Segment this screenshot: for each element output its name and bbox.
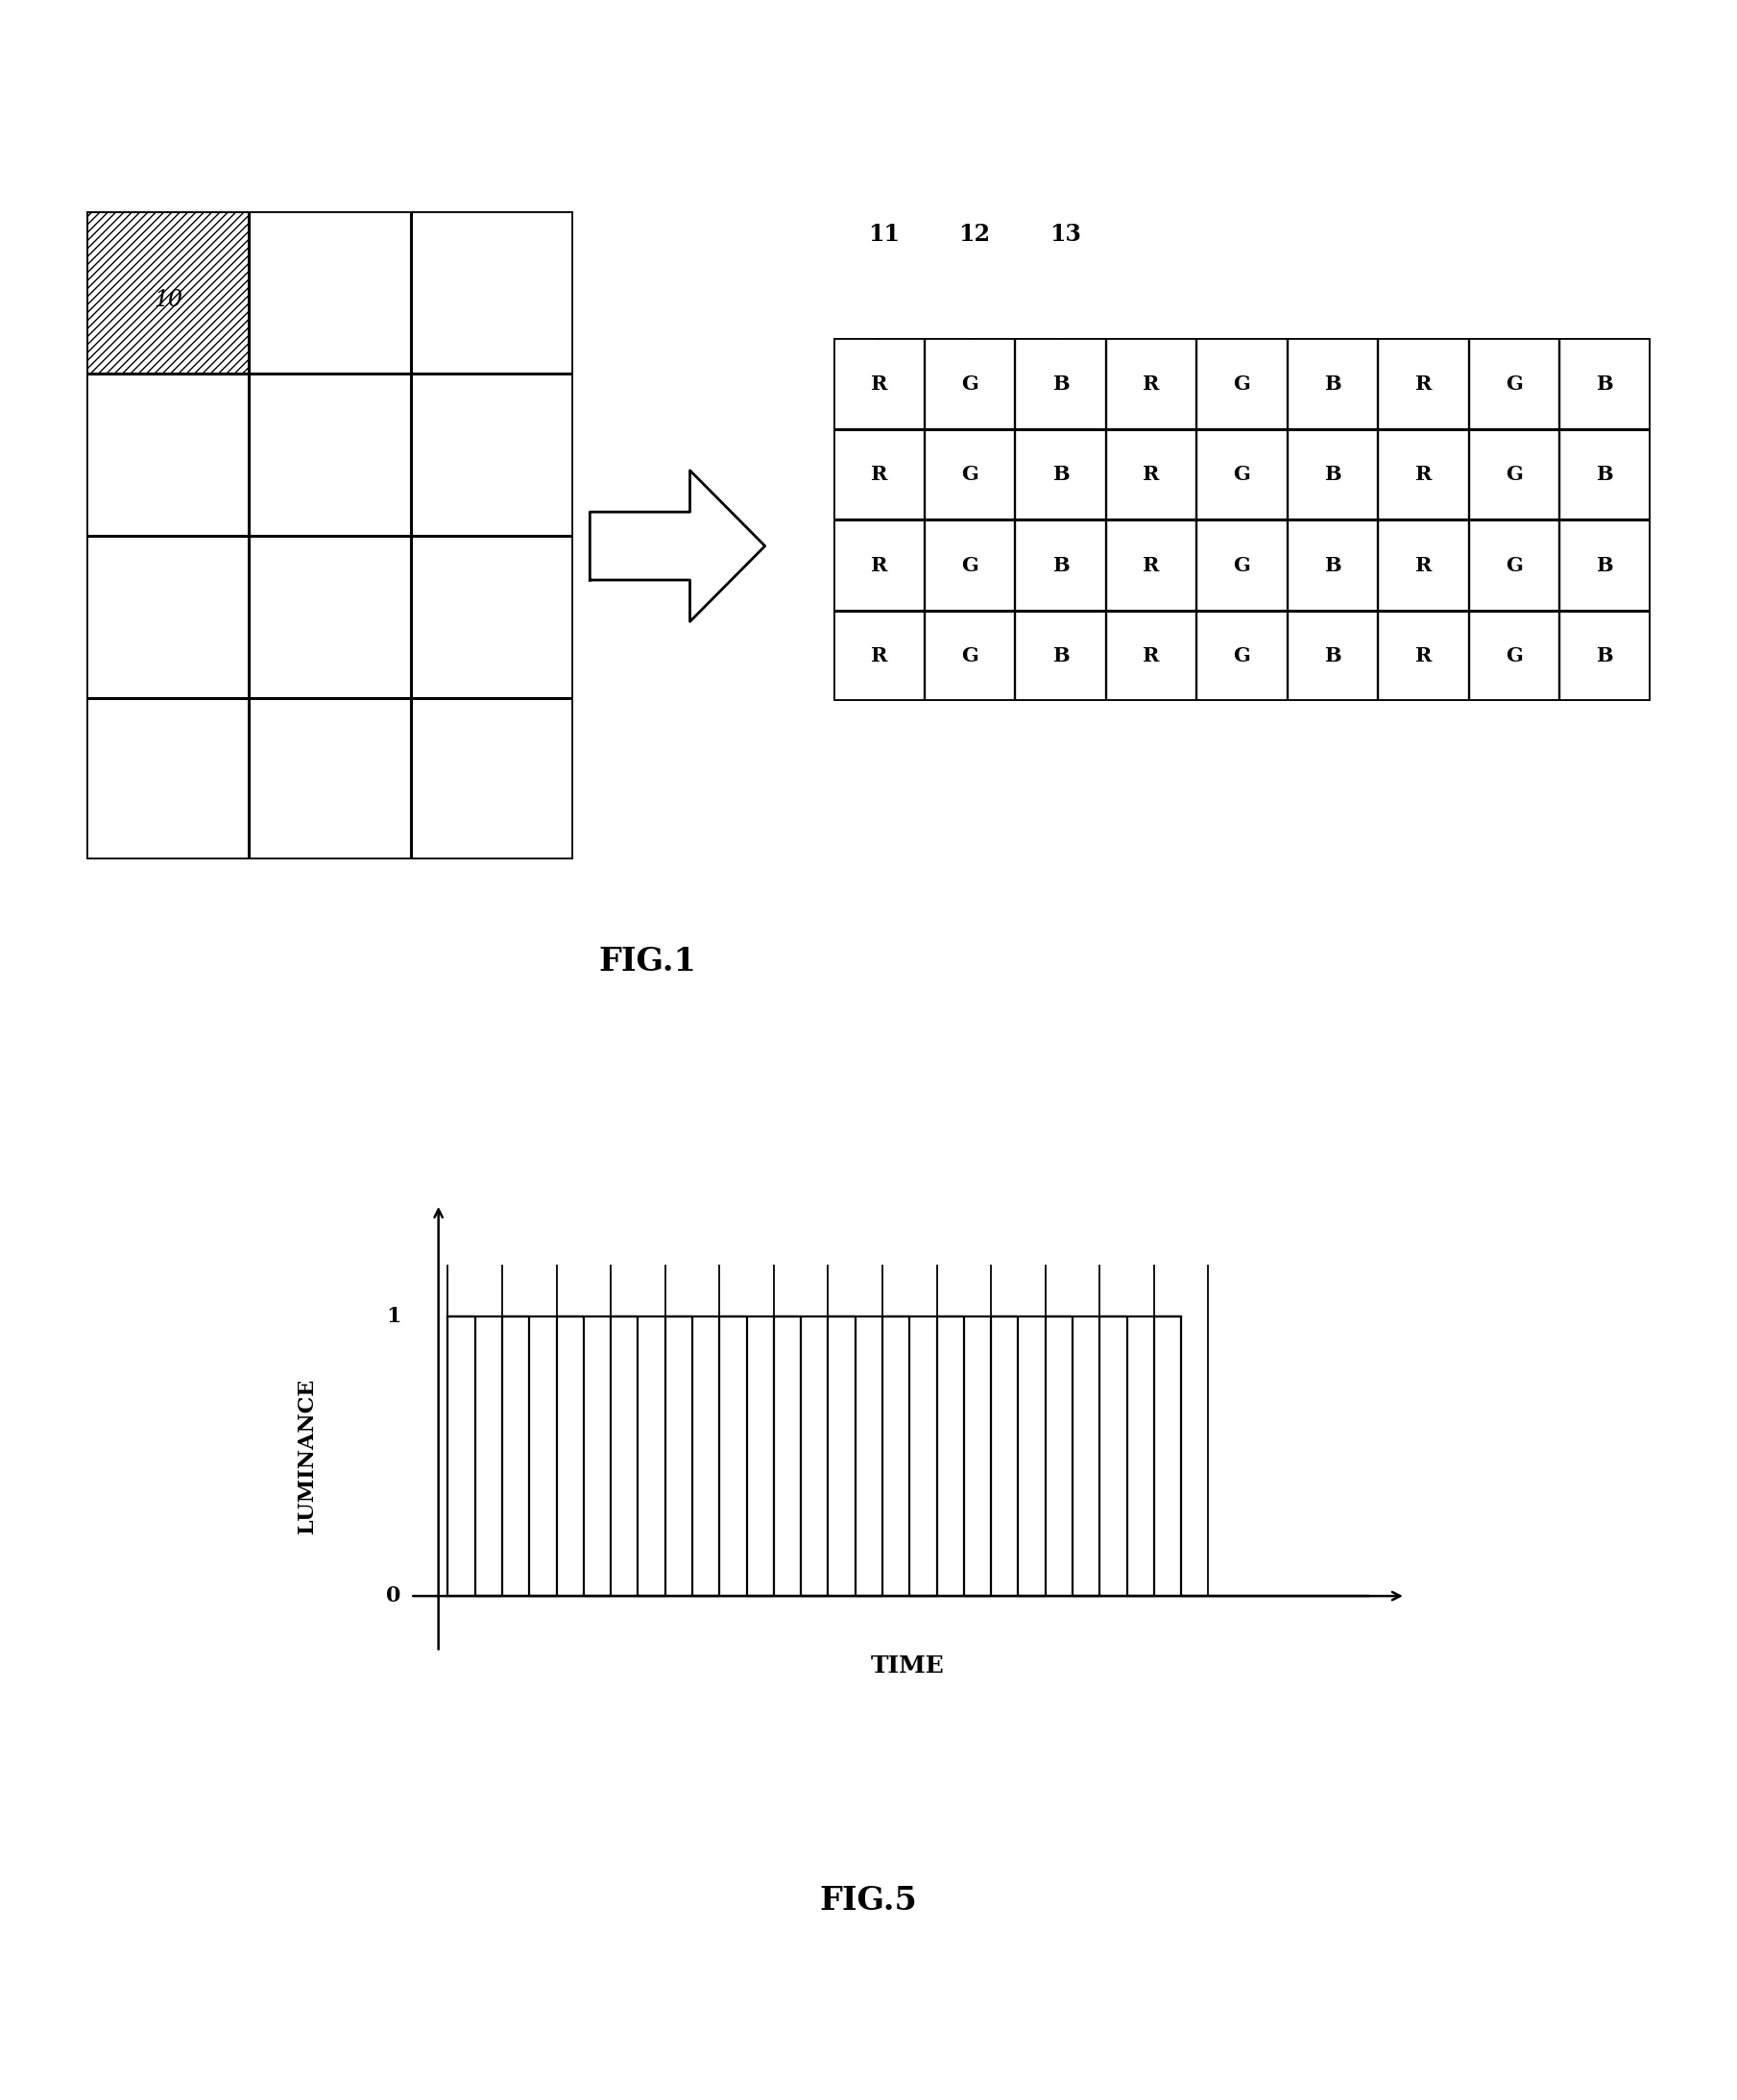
Text: R: R	[1143, 647, 1160, 666]
Text: B: B	[1053, 464, 1068, 483]
Text: R: R	[870, 464, 888, 483]
Bar	[87, 212, 248, 374]
Text: 12: 12	[959, 223, 990, 246]
Text: 11: 11	[868, 223, 900, 246]
Text: G: G	[961, 557, 978, 575]
Text: G: G	[1233, 464, 1251, 483]
Text: G: G	[961, 464, 978, 483]
Text: B: B	[1324, 647, 1341, 666]
Polygon shape	[591, 470, 764, 622]
Text: R: R	[1143, 557, 1160, 575]
Text: R: R	[870, 647, 888, 666]
Text: G: G	[1506, 464, 1523, 483]
Text: G: G	[1506, 647, 1523, 666]
Text: G: G	[1233, 647, 1251, 666]
Text: R: R	[1143, 464, 1160, 483]
Text: G: G	[1233, 374, 1251, 393]
Text: B: B	[1596, 464, 1614, 483]
Text: B: B	[1596, 647, 1614, 666]
Text: B: B	[1053, 647, 1068, 666]
Text: R: R	[870, 557, 888, 575]
Text: 13: 13	[1049, 223, 1080, 246]
Text: G: G	[1506, 374, 1523, 393]
Text: LUMINANCE: LUMINANCE	[297, 1378, 318, 1533]
Text: G: G	[1233, 557, 1251, 575]
Text: B: B	[1324, 374, 1341, 393]
Text: B: B	[1053, 557, 1068, 575]
Text: FIG.1: FIG.1	[599, 945, 697, 979]
Text: B: B	[1596, 557, 1614, 575]
Text: 0: 0	[386, 1586, 401, 1607]
Text: R: R	[870, 374, 888, 393]
Text: B: B	[1596, 374, 1614, 393]
Text: R: R	[1416, 557, 1431, 575]
Text: R: R	[1416, 647, 1431, 666]
Text: G: G	[1506, 557, 1523, 575]
Text: R: R	[1143, 374, 1160, 393]
Text: G: G	[961, 374, 978, 393]
Text: FIG.5: FIG.5	[820, 1884, 917, 1917]
Text: G: G	[961, 647, 978, 666]
Text: B: B	[1053, 374, 1068, 393]
Text: TIME: TIME	[870, 1655, 945, 1678]
Text: B: B	[1324, 557, 1341, 575]
Text: 1: 1	[386, 1306, 401, 1327]
Text: B: B	[1324, 464, 1341, 483]
Text: R: R	[1416, 374, 1431, 393]
Text: R: R	[1416, 464, 1431, 483]
Text: 10: 10	[153, 290, 182, 311]
